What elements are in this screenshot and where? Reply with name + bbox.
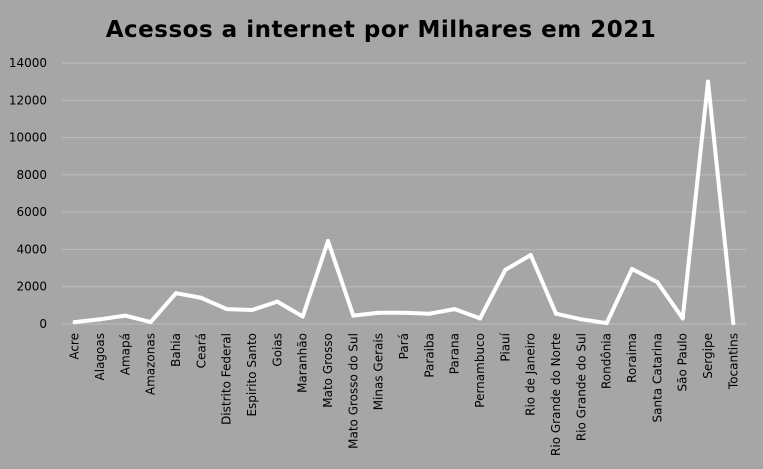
- data-point: [250, 308, 254, 313]
- data-point: [326, 239, 330, 244]
- x-tick-label: Amazonas: [144, 333, 158, 395]
- x-tick-label: Sergipe: [701, 333, 715, 379]
- data-point: [300, 314, 305, 319]
- data-point: [503, 267, 508, 272]
- x-tick-label: Rio de Janeiro: [524, 333, 538, 416]
- data-point: [123, 313, 128, 318]
- data-point: [351, 313, 356, 318]
- x-tick-label: Rio Grande do Norte: [549, 333, 563, 456]
- y-tick-label: 10000: [9, 131, 47, 145]
- x-tick-label: Piauí: [498, 332, 512, 361]
- x-tick-label: Rio Grande do Sul: [574, 333, 588, 441]
- x-tick-label: Rondônia: [600, 333, 614, 389]
- x-tick-label: Tocantins: [726, 333, 740, 390]
- data-point: [478, 316, 482, 321]
- x-tick-label: Roraima: [625, 333, 639, 383]
- data-point: [630, 267, 634, 272]
- data-point: [72, 320, 77, 325]
- x-axis-ticks: Acre Alagoas Amapá Amazonas Bahia Ceará Distri…: [68, 332, 741, 456]
- x-tick-label: Amapá: [118, 333, 132, 375]
- x-tick-label: Bahia: [169, 333, 183, 367]
- x-tick-label: Distrito Federal: [220, 333, 234, 425]
- x-tick-label: Minas Gerais: [372, 333, 386, 410]
- y-tick-label: 0: [39, 317, 47, 331]
- y-tick-label: 2000: [16, 280, 47, 294]
- series-layer: [72, 79, 736, 326]
- data-point: [148, 320, 153, 325]
- data-point: [427, 311, 432, 316]
- x-tick-label: Mato Grosso: [321, 333, 335, 408]
- data-point: [275, 299, 280, 304]
- data-point: [680, 316, 685, 321]
- x-tick-label: Espirito Santo: [245, 333, 259, 417]
- x-tick-label: Santa Catarina: [650, 333, 664, 422]
- data-point: [174, 291, 178, 296]
- data-point: [224, 307, 229, 312]
- data-point: [376, 310, 381, 315]
- data-point: [604, 321, 609, 326]
- data-point: [655, 280, 660, 285]
- data-point: [452, 307, 457, 312]
- x-tick-label: Parana: [448, 333, 462, 374]
- y-tick-label: 12000: [9, 93, 47, 107]
- chart-title: Acessos a internet por Milhares em 2021: [106, 17, 657, 43]
- y-tick-label: 6000: [16, 205, 47, 219]
- data-point: [199, 295, 204, 300]
- x-tick-label: Pernambuco: [473, 333, 487, 408]
- x-tick-label: Ceará: [194, 333, 208, 368]
- x-tick-label: Alagoas: [93, 333, 107, 380]
- x-tick-label: Maranhão: [296, 333, 310, 393]
- y-axis-ticks: 0 2000 4000 6000 8000 10000 12000 14000: [9, 56, 47, 331]
- data-point: [706, 79, 710, 84]
- data-point: [528, 253, 533, 258]
- y-tick-label: 4000: [16, 242, 47, 256]
- data-point: [554, 311, 558, 316]
- x-tick-label: Paraiba: [422, 333, 436, 378]
- x-tick-label: São Paulo: [676, 333, 690, 391]
- x-tick-label: Mato Grosso do Sul: [346, 333, 360, 449]
- data-point: [402, 310, 406, 315]
- y-tick-label: 14000: [9, 56, 47, 70]
- x-tick-label: Goias: [270, 333, 284, 367]
- x-tick-label: Pará: [397, 333, 411, 359]
- gridlines: [62, 62, 746, 325]
- data-point: [98, 317, 102, 322]
- data-point: [731, 321, 736, 326]
- y-tick-label: 8000: [16, 168, 47, 182]
- x-tick-label: Acre: [68, 333, 82, 360]
- data-point: [579, 317, 584, 322]
